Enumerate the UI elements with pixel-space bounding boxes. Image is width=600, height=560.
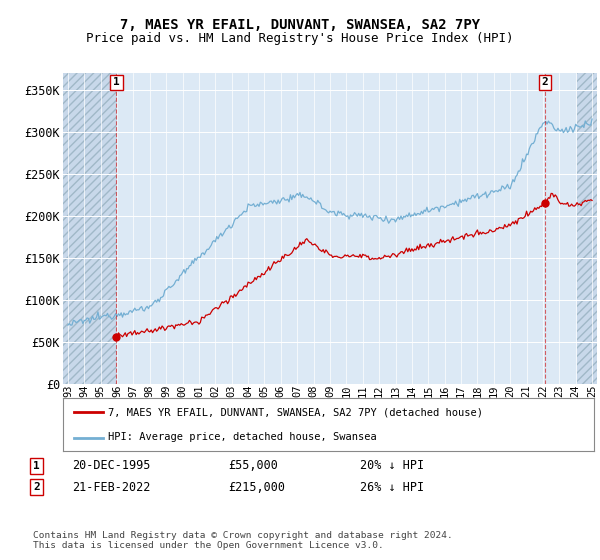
Bar	[577, 73, 597, 384]
Text: 7, MAES YR EFAIL, DUNVANT, SWANSEA, SA2 7PY (detached house): 7, MAES YR EFAIL, DUNVANT, SWANSEA, SA2 …	[108, 408, 483, 418]
Text: 7, MAES YR EFAIL, DUNVANT, SWANSEA, SA2 7PY: 7, MAES YR EFAIL, DUNVANT, SWANSEA, SA2 …	[120, 18, 480, 32]
Text: 21-FEB-2022: 21-FEB-2022	[72, 480, 151, 494]
Text: 1: 1	[113, 77, 120, 87]
Text: £215,000: £215,000	[228, 480, 285, 494]
Text: £55,000: £55,000	[228, 459, 278, 473]
Text: Contains HM Land Registry data © Crown copyright and database right 2024.
This d: Contains HM Land Registry data © Crown c…	[33, 531, 453, 550]
Text: 2: 2	[33, 482, 40, 492]
Text: 26% ↓ HPI: 26% ↓ HPI	[360, 480, 424, 494]
Bar	[577, 73, 597, 384]
Text: 20-DEC-1995: 20-DEC-1995	[72, 459, 151, 473]
Text: Price paid vs. HM Land Registry's House Price Index (HPI): Price paid vs. HM Land Registry's House …	[86, 32, 514, 45]
Text: HPI: Average price, detached house, Swansea: HPI: Average price, detached house, Swan…	[108, 432, 377, 442]
Text: 20% ↓ HPI: 20% ↓ HPI	[360, 459, 424, 473]
Text: 1: 1	[33, 461, 40, 471]
Text: 2: 2	[542, 77, 548, 87]
Bar	[63, 73, 116, 384]
Bar	[63, 73, 116, 384]
